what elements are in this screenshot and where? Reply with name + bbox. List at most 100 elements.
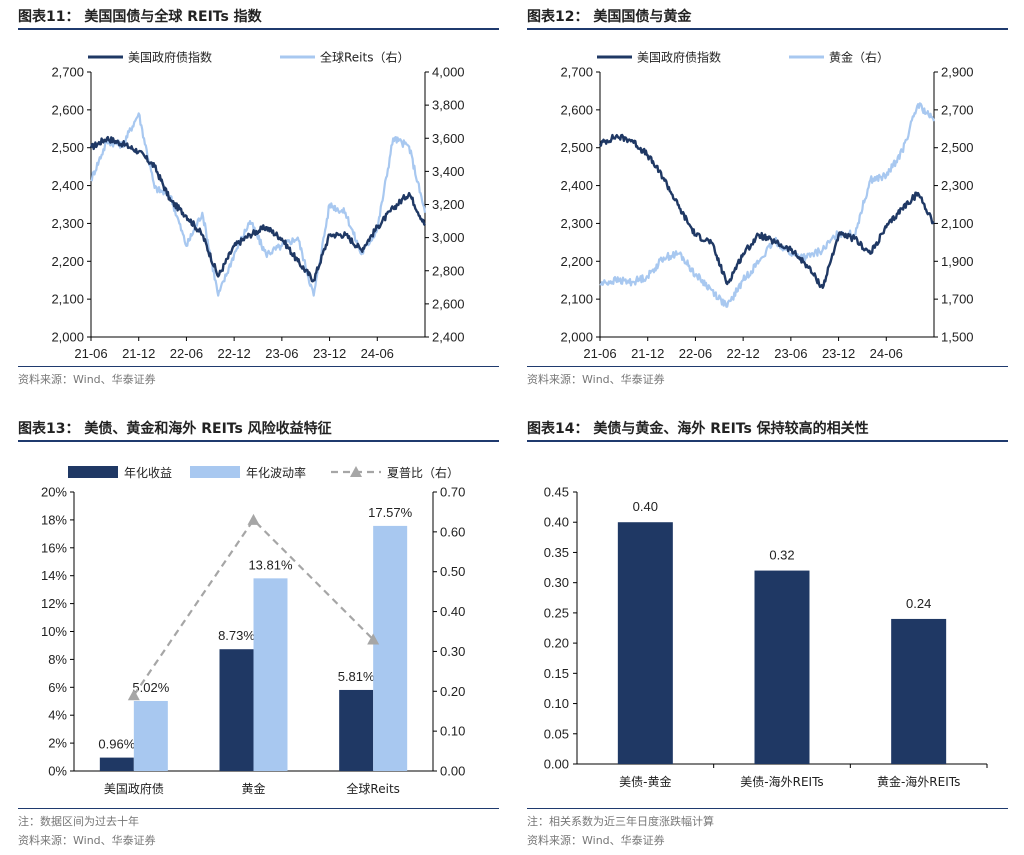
- chart-11-source: 资料来源：Wind、华泰证券: [18, 373, 156, 386]
- y-tick-label: 0.20: [544, 636, 569, 651]
- y-tick-label-right: 1,700: [941, 292, 974, 307]
- bar: [339, 689, 374, 771]
- y-tick-label-right: 3,800: [432, 98, 465, 113]
- y-tick-label-left: 2%: [48, 736, 67, 751]
- x-category-label: 美国政府债: [104, 781, 164, 796]
- y-tick-label: 0.30: [544, 575, 569, 590]
- chart-13-bottom-rule: [18, 808, 499, 809]
- chart-12-source: 资料来源：Wind、华泰证券: [527, 373, 665, 386]
- series-line: [90, 112, 427, 297]
- bar-value-label: 17.57%: [368, 505, 413, 520]
- y-tick-label-left: 18%: [41, 512, 67, 527]
- y-tick-label-left: 2,700: [560, 65, 593, 80]
- y-tick-label-right: 3,000: [432, 230, 465, 245]
- chart-11-title: 图表11： 美国国债与全球 REITs 指数: [18, 9, 262, 25]
- chart-14: 0.00 0.05 0.10 0.15 0.20 0.25 0.30 0.35 0.40 0.45…: [544, 485, 988, 789]
- y-tick-label-right: 2,400: [432, 330, 465, 345]
- y-tick-label-left: 2,200: [560, 254, 593, 269]
- chart-11: 2,000 2,100 2,200 2,300 2,400 2,500 2,600 2,700…: [51, 50, 465, 362]
- y-tick-label-left: 2,000: [560, 330, 593, 345]
- chart-11-top-rule: [18, 28, 499, 30]
- legend-label: 全球Reits（右）: [320, 50, 409, 65]
- x-tick-label: 23-06: [265, 346, 298, 361]
- bar: [891, 618, 947, 764]
- x-tick-label: 22-12: [218, 346, 251, 361]
- y-tick-label-right: 3,200: [432, 197, 465, 212]
- chart-12-top-rule: [527, 28, 1008, 30]
- y-tick-label-left: 2,400: [560, 178, 593, 193]
- y-tick-label-right: 1,900: [941, 254, 974, 269]
- y-tick-label-left: 2,500: [51, 140, 84, 155]
- bar: [253, 578, 288, 771]
- y-tick-label: 0.25: [544, 605, 569, 620]
- y-tick-label-left: 2,500: [560, 140, 593, 155]
- x-category-label: 黄金-海外REITs: [877, 774, 960, 789]
- y-tick-label-left: 2,600: [560, 102, 593, 117]
- y-tick-label: 0.00: [544, 757, 569, 772]
- y-tick-label-right: 1,500: [941, 330, 974, 345]
- y-tick-label-left: 0%: [48, 764, 67, 779]
- x-category-label: 美债-黄金: [619, 774, 671, 789]
- y-tick-label-left: 2,200: [51, 254, 84, 269]
- x-tick-label: 22-06: [170, 346, 203, 361]
- bar-value-label: 13.81%: [248, 557, 293, 572]
- chart-14-note: 注：相关系数为近三年日度涨跌幅计算: [527, 815, 714, 828]
- y-tick-label-right: 0.20: [440, 684, 465, 699]
- y-tick-label-left: 6%: [48, 680, 67, 695]
- series-line: [598, 133, 935, 289]
- legend-label: 年化收益: [124, 466, 172, 480]
- y-tick-label-left: 2,100: [560, 292, 593, 307]
- y-tick-label-left: 20%: [41, 485, 67, 500]
- panel-chart-13: 图表13： 美债、黄金和海外 REITs 风险收益特征 0% 2% 4% 6% 8% 10…: [18, 412, 499, 855]
- bar: [133, 700, 168, 771]
- bar-value-label: 0.24: [906, 596, 931, 611]
- y-tick-label-left: 2,400: [51, 178, 84, 193]
- y-tick-label-right: 2,900: [941, 65, 974, 80]
- chart-13: 0% 2% 4% 6% 8% 10% 12% 14% 16% 18% 20% 0.00 0.10 0.20…: [41, 465, 465, 796]
- x-tick-label: 21-06: [583, 346, 616, 361]
- y-tick-label-right: 2,600: [432, 296, 465, 311]
- y-tick-label-right: 0.10: [440, 724, 465, 739]
- x-tick-label: 21-12: [122, 346, 155, 361]
- sharpe-marker: [367, 633, 380, 645]
- series-line: [89, 135, 426, 283]
- y-tick-label: 0.10: [544, 696, 569, 711]
- x-category-label: 美债-海外REITs: [740, 774, 823, 789]
- y-tick-label: 0.15: [544, 666, 569, 681]
- y-tick-label-right: 2,800: [432, 263, 465, 278]
- y-tick-label-left: 10%: [41, 624, 67, 639]
- legend-label: 美国政府债指数: [128, 50, 212, 65]
- y-tick-label: 0.05: [544, 726, 569, 741]
- series-line: [599, 102, 936, 308]
- panel-chart-12: 图表12： 美国国债与黄金 2,000 2,100 2,200 2,300 2,400 2…: [527, 0, 1008, 395]
- bar-value-label: 0.40: [633, 499, 658, 514]
- chart-12: 2,000 2,100 2,200 2,300 2,400 2,500 2,600 2,700…: [560, 50, 974, 362]
- bar-value-label: 5.02%: [132, 680, 169, 695]
- y-tick-label-right: 2,700: [941, 102, 974, 117]
- x-tick-label: 23-12: [822, 346, 855, 361]
- y-tick-label-left: 2,300: [560, 216, 593, 231]
- chart-14-top-rule: [527, 440, 1008, 442]
- chart-12-title: 图表12： 美国国债与黄金: [527, 9, 692, 25]
- chart-13-title: 图表13： 美债、黄金和海外 REITs 风险收益特征: [18, 421, 332, 437]
- bar-value-label: 8.73%: [218, 628, 255, 643]
- bar: [617, 522, 673, 764]
- legend-label: 夏普比（右）: [387, 465, 459, 480]
- panel-chart-14: 图表14： 美债与黄金、海外 REITs 保持较高的相关性 0.00 0.05 0.…: [527, 412, 1008, 855]
- chart-13-top-rule: [18, 440, 499, 442]
- y-tick-label-right: 2,500: [941, 140, 974, 155]
- bar: [219, 649, 254, 771]
- y-tick-label: 0.45: [544, 485, 569, 500]
- x-tick-label: 21-12: [631, 346, 664, 361]
- chart-13-source: 资料来源：Wind、华泰证券: [18, 834, 156, 847]
- chart-14-source: 资料来源：Wind、华泰证券: [527, 834, 665, 847]
- y-tick-label-left: 14%: [41, 568, 67, 583]
- legend-label: 美国政府债指数: [637, 50, 721, 65]
- bar-value-label: 5.81%: [338, 669, 375, 684]
- panel-chart-11: 图表11： 美国国债与全球 REITs 指数 2,000 2,100 2,200 2,…: [18, 0, 499, 395]
- sharpe-line: [132, 518, 374, 696]
- bar-value-label: 0.96%: [98, 737, 135, 752]
- y-tick-label: 0.35: [544, 545, 569, 560]
- y-tick-label-right: 3,600: [432, 131, 465, 146]
- y-tick-label-left: 2,300: [51, 216, 84, 231]
